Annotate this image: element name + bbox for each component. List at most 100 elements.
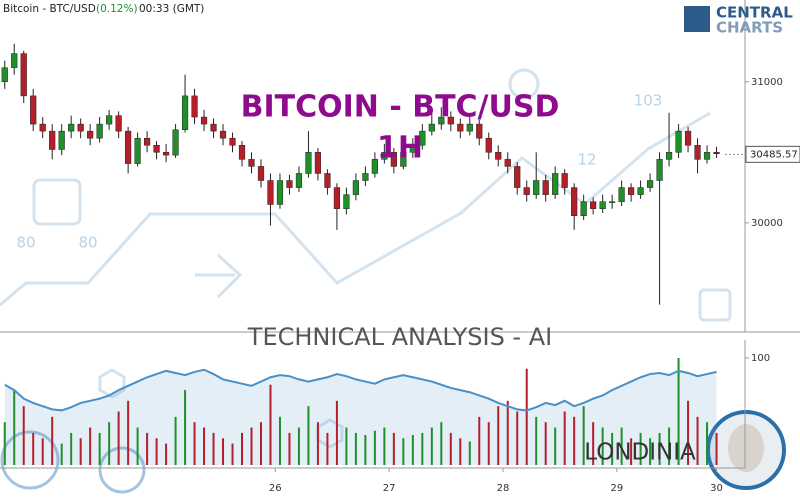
volume-bar [193, 422, 196, 465]
candle-body [561, 173, 568, 188]
volume-bar [108, 422, 111, 465]
candle-body [447, 116, 454, 125]
candle-body [485, 137, 492, 153]
volume-bar [60, 443, 63, 465]
candle-body [646, 180, 654, 188]
volume-bar [392, 432, 395, 465]
candle-body [276, 180, 284, 205]
candle-body [324, 173, 331, 188]
candle-body [267, 180, 274, 205]
watermark-number: 103 [634, 92, 663, 110]
candle-body [571, 187, 578, 217]
volume-bar [335, 400, 338, 465]
volume-bar [136, 427, 139, 465]
volume-bar [79, 438, 82, 465]
candle-body [115, 115, 122, 132]
logo-line1: CENTRAL [716, 4, 793, 22]
volume-bar [297, 427, 300, 465]
last-price-label: 30485.57 [750, 149, 798, 160]
candle-body [238, 145, 246, 160]
volume-bar [269, 384, 272, 465]
candle-body [656, 159, 663, 181]
volume-bar [184, 390, 187, 465]
avatar [706, 410, 786, 490]
candle-body [162, 152, 170, 156]
volume-bar [573, 416, 576, 465]
candle-body [295, 173, 303, 188]
volume-bar [259, 422, 262, 465]
candle-body [438, 116, 445, 125]
candle-body [229, 137, 236, 146]
candle-body [428, 123, 435, 132]
volume-bar [677, 358, 680, 465]
candle-body [362, 173, 369, 181]
candle-body [542, 180, 549, 195]
candle-body [675, 130, 682, 153]
y-tick-label: 30000 [751, 218, 783, 229]
volume-bar [127, 400, 130, 465]
volume-bar [373, 430, 376, 465]
y-tick-label: 31000 [751, 77, 783, 88]
volume-bar [231, 443, 234, 465]
candle-body [181, 95, 189, 130]
candle-body [172, 129, 179, 156]
candle-body [495, 152, 502, 160]
candle-body [49, 130, 56, 150]
candle-body [153, 145, 160, 153]
watermark-number: 12 [577, 151, 596, 169]
volume-bar [203, 427, 206, 465]
candle-body [400, 152, 407, 167]
x-tick-label: 28 [497, 483, 510, 494]
candle-body [248, 159, 255, 167]
volume-bar [117, 411, 120, 465]
candle-body [286, 180, 293, 188]
candle-body [580, 201, 587, 217]
candle-body [333, 187, 341, 209]
candle-body [684, 130, 692, 146]
volume-bar [620, 427, 623, 465]
volume-bar [411, 435, 414, 465]
volume-bar [212, 432, 215, 465]
volume-bar [222, 438, 225, 465]
candle-body [533, 180, 540, 195]
volume-bar [165, 443, 168, 465]
candle-body [523, 187, 530, 195]
volume-bar [70, 432, 73, 465]
volume-bar [155, 438, 158, 465]
x-tick-label: 27 [383, 483, 396, 494]
watermark-number: 80 [78, 234, 97, 252]
candle-body [637, 187, 644, 195]
candle-body [590, 201, 597, 209]
candle-body [1, 67, 8, 83]
volume-bar [174, 416, 177, 465]
volume-bar [364, 435, 367, 465]
volume-bar [582, 406, 585, 465]
candle-body [504, 159, 511, 167]
candle-body [39, 123, 46, 132]
candle-body [609, 201, 616, 203]
volume-bar [326, 432, 329, 465]
candle-body [30, 95, 37, 125]
volume-bar [592, 422, 595, 465]
candle-body [11, 53, 18, 68]
watermark-number: 80 [16, 234, 35, 252]
volume-bar [649, 438, 652, 465]
volume-bar [706, 422, 709, 465]
candle-body [106, 115, 113, 125]
volume-bar [402, 438, 405, 465]
volume-bar [98, 432, 101, 465]
volume-bar [430, 427, 433, 465]
volume-bar [506, 400, 509, 465]
candle-body [694, 145, 701, 160]
candle-body [618, 187, 625, 202]
volume-bar [13, 390, 16, 465]
candle-body [713, 152, 720, 154]
volume-bar [468, 441, 471, 465]
volume-bar [525, 368, 528, 465]
volume-bar [241, 432, 244, 465]
x-tick-label: 30 [710, 483, 723, 494]
volume-bar [487, 422, 490, 465]
volume-bar [41, 438, 44, 465]
candle-body [476, 123, 483, 139]
candle-body [58, 130, 65, 150]
